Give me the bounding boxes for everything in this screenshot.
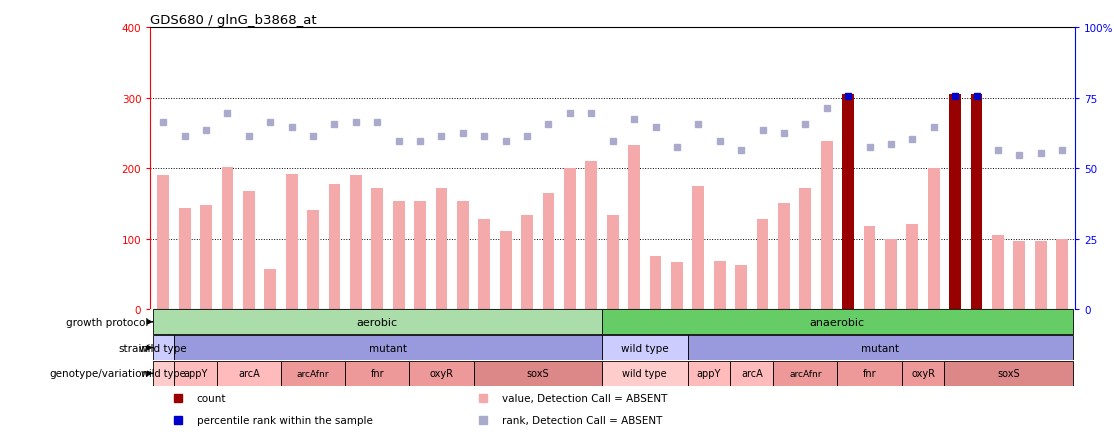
Text: appY: appY [183, 368, 207, 378]
Text: genotype/variation: genotype/variation [49, 368, 148, 378]
Bar [687, 335, 1073, 360]
Bar [217, 361, 281, 386]
Bar [949, 95, 961, 309]
Bar [821, 142, 832, 309]
Bar [901, 361, 945, 386]
Bar [687, 361, 731, 386]
Bar [1056, 239, 1068, 309]
Bar [153, 361, 174, 386]
Bar [731, 361, 773, 386]
Bar [885, 239, 897, 309]
Text: strain: strain [118, 343, 148, 353]
Bar [586, 162, 597, 309]
Text: wild type: wild type [620, 343, 668, 353]
Bar [414, 202, 426, 309]
Text: appY: appY [697, 368, 721, 378]
Text: fnr: fnr [862, 368, 877, 378]
Text: rank, Detection Call = ABSENT: rank, Detection Call = ABSENT [501, 415, 662, 425]
Bar [307, 211, 319, 309]
Bar [543, 194, 555, 309]
Bar [329, 184, 341, 309]
Bar [842, 95, 854, 309]
Bar [564, 169, 576, 309]
Bar [178, 209, 190, 309]
Bar [473, 361, 602, 386]
Text: arcA: arcA [238, 368, 260, 378]
Bar [756, 219, 769, 309]
Bar [436, 188, 448, 309]
Bar [628, 145, 639, 309]
Bar [602, 361, 687, 386]
Bar [928, 169, 939, 309]
Bar [863, 226, 876, 309]
Bar [773, 361, 838, 386]
Text: growth protocol: growth protocol [66, 317, 148, 327]
Bar [264, 269, 276, 309]
Text: arcA: arcA [741, 368, 763, 378]
Bar [714, 261, 725, 309]
Bar [602, 310, 1073, 335]
Text: percentile rank within the sample: percentile rank within the sample [197, 415, 372, 425]
Bar [778, 204, 790, 309]
Bar [993, 236, 1004, 309]
Bar [1014, 241, 1025, 309]
Bar [800, 188, 811, 309]
Text: anaerobic: anaerobic [810, 317, 864, 327]
Bar [970, 95, 983, 309]
Bar [371, 188, 383, 309]
Bar [393, 202, 404, 309]
Bar [174, 361, 217, 386]
Text: mutant: mutant [369, 343, 407, 353]
Text: wild type: wild type [140, 368, 186, 378]
Bar [602, 335, 687, 360]
Bar [350, 176, 362, 309]
Bar [1035, 241, 1047, 309]
Text: count: count [197, 394, 226, 404]
Bar [174, 335, 602, 360]
Bar [649, 256, 662, 309]
Bar [157, 176, 169, 309]
Text: soxS: soxS [527, 368, 549, 378]
Text: mutant: mutant [861, 343, 899, 353]
Text: value, Detection Call = ABSENT: value, Detection Call = ABSENT [501, 394, 667, 404]
Bar [153, 310, 602, 335]
Bar [345, 361, 409, 386]
Bar [907, 225, 918, 309]
Bar [945, 361, 1073, 386]
Text: wild type: wild type [139, 343, 187, 353]
Bar [693, 186, 704, 309]
Bar [500, 232, 511, 309]
Bar [671, 262, 683, 309]
Text: soxS: soxS [997, 368, 1020, 378]
Bar [153, 335, 174, 360]
Bar [201, 206, 212, 309]
Bar [521, 216, 532, 309]
Bar [735, 265, 747, 309]
Text: oxyR: oxyR [911, 368, 935, 378]
Text: arcAfnr: arcAfnr [296, 369, 330, 378]
Bar [838, 361, 901, 386]
Bar [409, 361, 473, 386]
Bar [281, 361, 345, 386]
Text: arcAfnr: arcAfnr [789, 369, 822, 378]
Text: GDS680 / glnG_b3868_at: GDS680 / glnG_b3868_at [150, 14, 317, 27]
Bar [607, 216, 618, 309]
Text: aerobic: aerobic [356, 317, 398, 327]
Bar [457, 202, 469, 309]
Text: wild type: wild type [623, 368, 667, 378]
Text: oxyR: oxyR [430, 368, 453, 378]
Bar [243, 191, 255, 309]
Bar [222, 168, 233, 309]
Bar [478, 219, 490, 309]
Bar [286, 174, 297, 309]
Text: fnr: fnr [371, 368, 384, 378]
